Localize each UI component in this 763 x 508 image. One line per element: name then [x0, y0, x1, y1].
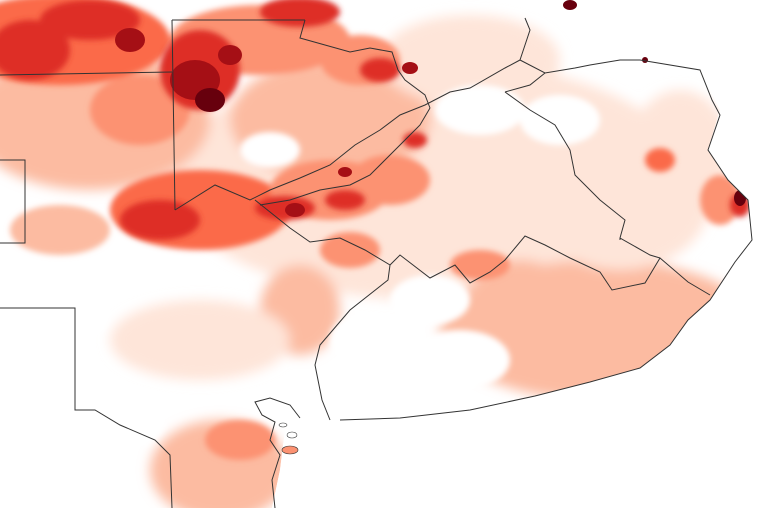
estuary	[254, 397, 301, 508]
coastline	[339, 59, 753, 421]
sea-area	[272, 60, 763, 508]
admin-borders	[0, 17, 711, 508]
dark-cores	[115, 0, 746, 217]
